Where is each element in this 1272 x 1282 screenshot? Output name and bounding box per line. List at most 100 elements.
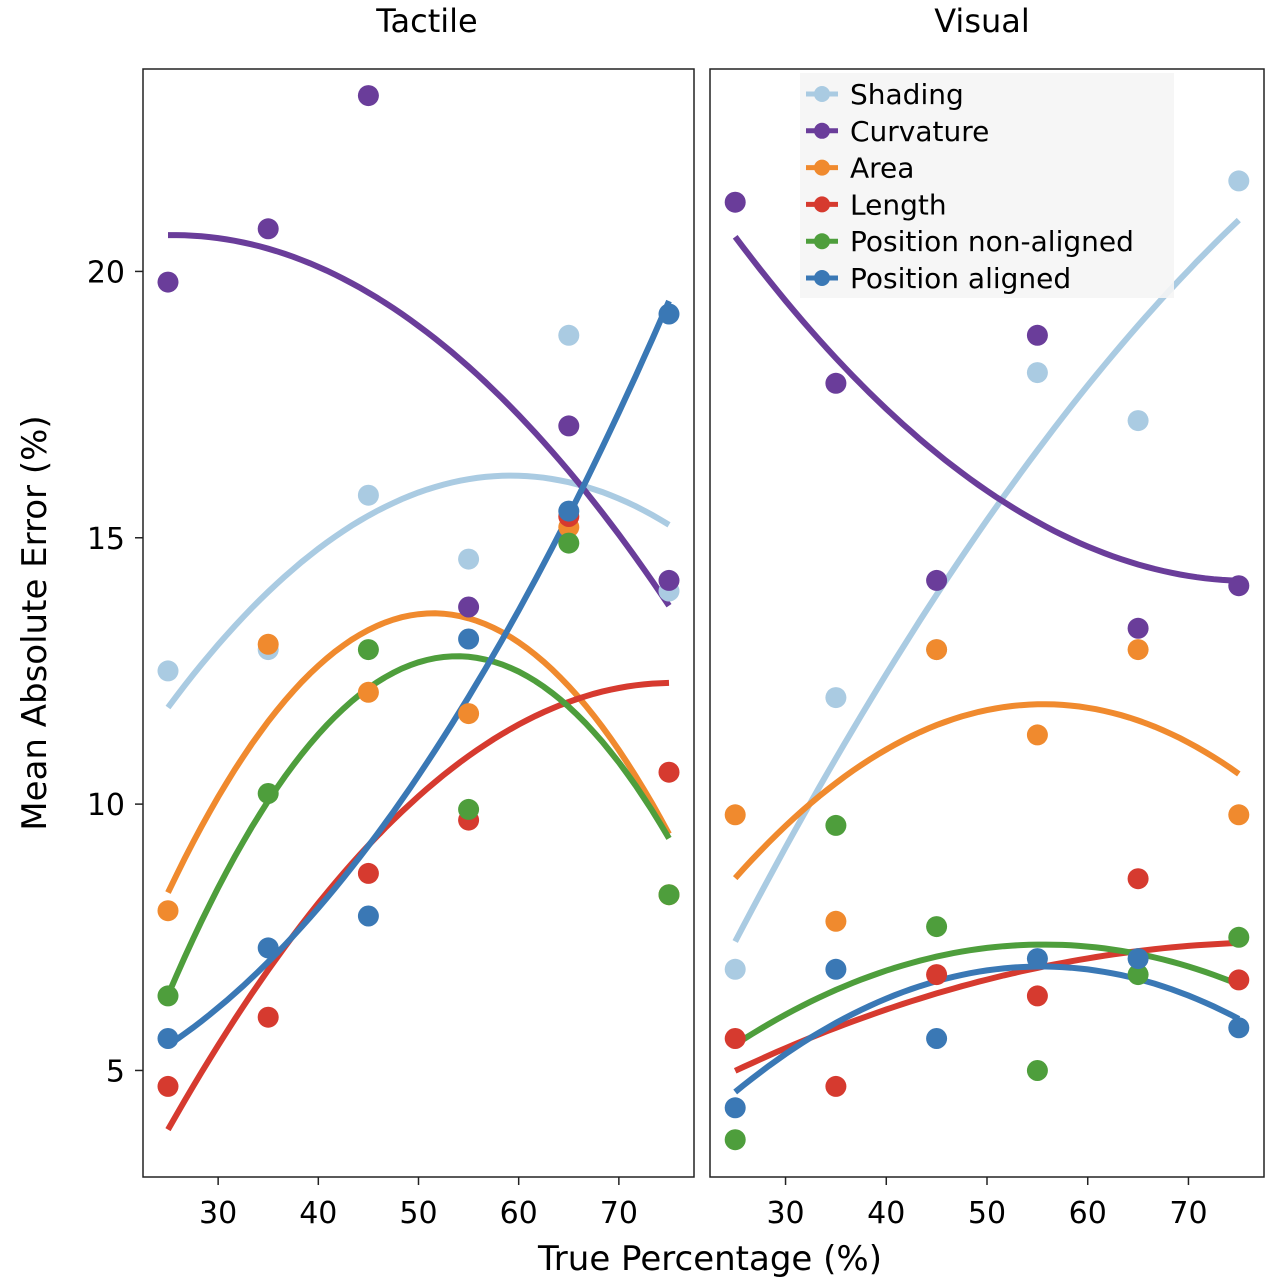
point-position-non-aligned xyxy=(724,1129,746,1151)
trend-line-curvature xyxy=(168,232,672,608)
point-position-aligned xyxy=(357,905,379,927)
axis-ticks: 30 40 50 60 70 xyxy=(766,1177,1208,1231)
trend-line-length xyxy=(165,679,670,1132)
trend-line-position-non-aligned xyxy=(733,941,1240,1048)
x-tick-label: 50 xyxy=(399,1196,437,1231)
point-area xyxy=(1228,804,1250,826)
point-position-non-aligned xyxy=(458,798,480,820)
point-shading xyxy=(1228,170,1250,192)
legend-swatch-dot xyxy=(814,122,830,139)
point-length xyxy=(658,761,680,783)
trend-line-curvature xyxy=(732,234,1239,584)
point-shading xyxy=(825,687,847,709)
legend-label-position-aligned: Position aligned xyxy=(850,262,1071,295)
point-position-aligned xyxy=(458,628,480,650)
point-length xyxy=(1127,868,1149,890)
y-tick-label: 10 xyxy=(87,788,125,823)
trend-line-position-aligned xyxy=(166,299,672,1048)
point-curvature xyxy=(926,569,948,591)
point-area xyxy=(257,633,279,655)
x-tick-label: 30 xyxy=(199,1196,237,1231)
point-position-non-aligned xyxy=(658,884,680,906)
y-axis-label: Mean Absolute Error (%) xyxy=(15,415,55,830)
x-tick-label: 40 xyxy=(867,1196,905,1231)
point-curvature xyxy=(1228,575,1250,597)
trend-line-shading xyxy=(165,472,671,710)
legend-swatch-dot xyxy=(814,196,830,213)
x-tick-label: 60 xyxy=(500,1196,538,1231)
point-area xyxy=(825,910,847,932)
point-length xyxy=(157,1075,179,1097)
point-area xyxy=(1127,639,1149,661)
point-curvature xyxy=(1127,617,1149,639)
point-curvature xyxy=(558,415,580,437)
point-shading xyxy=(724,958,746,980)
point-shading xyxy=(458,548,480,570)
y-tick-label: 20 xyxy=(87,255,125,290)
point-position-aligned xyxy=(1228,1017,1250,1039)
point-length xyxy=(257,1006,279,1028)
point-area xyxy=(1026,724,1048,746)
legend-box xyxy=(800,73,1174,298)
legend-label-shading: Shading xyxy=(850,78,964,111)
point-position-aligned xyxy=(157,1028,179,1049)
legend-label-position-non-aligned: Position non-aligned xyxy=(850,225,1134,258)
plot-frame xyxy=(142,68,695,1178)
point-shading xyxy=(357,484,379,506)
point-length xyxy=(1228,969,1250,991)
point-shading xyxy=(1026,362,1048,384)
legend-label-area: Area xyxy=(850,152,914,185)
panel-visual: Visual 30 40 50 60 70 xyxy=(709,2,1265,1231)
point-position-aligned xyxy=(1026,948,1048,970)
point-length xyxy=(724,1028,746,1049)
panel-title: Tactile xyxy=(375,2,477,40)
point-position-non-aligned xyxy=(825,814,847,836)
panel-title: Visual xyxy=(934,2,1030,40)
point-position-non-aligned xyxy=(257,783,279,804)
point-length xyxy=(926,964,948,986)
x-axis-label: True Percentage (%) xyxy=(537,1239,882,1279)
x-tick-label: 40 xyxy=(299,1196,337,1231)
point-length xyxy=(1026,985,1048,1007)
point-position-non-aligned xyxy=(157,985,179,1007)
legend-label-curvature: Curvature xyxy=(850,115,989,148)
x-tick-label: 50 xyxy=(968,1196,1006,1231)
legend-swatch-dot xyxy=(814,86,830,102)
legend-swatch-dot xyxy=(814,270,830,286)
point-position-aligned xyxy=(1127,948,1149,970)
legend-label-length: Length xyxy=(850,188,947,221)
panel-tactile: Tactile 30 40 50 60 70 5 10 15 20 xyxy=(87,2,695,1231)
point-position-non-aligned xyxy=(558,532,580,554)
point-area xyxy=(458,703,480,725)
point-position-non-aligned xyxy=(926,916,948,938)
point-position-aligned xyxy=(558,500,580,522)
legend-swatch-dot xyxy=(814,233,830,250)
point-position-aligned xyxy=(658,303,680,325)
point-position-aligned xyxy=(257,937,279,959)
point-length xyxy=(825,1075,847,1097)
point-area xyxy=(357,681,379,703)
point-shading xyxy=(558,324,580,346)
point-area xyxy=(724,804,746,826)
point-position-aligned xyxy=(724,1097,746,1119)
trend-line-position-aligned xyxy=(733,963,1241,1095)
trend-line-position-non-aligned xyxy=(165,653,672,997)
point-shading xyxy=(157,660,179,682)
point-position-non-aligned xyxy=(1127,964,1149,986)
trend-line-area xyxy=(732,701,1241,881)
x-tick-label: 70 xyxy=(600,1196,638,1231)
point-position-non-aligned xyxy=(357,639,379,661)
y-tick-label: 15 xyxy=(87,522,125,557)
trend-line-shading xyxy=(732,217,1241,943)
x-tick-label: 70 xyxy=(1169,1196,1207,1231)
point-curvature xyxy=(658,569,680,591)
point-position-aligned xyxy=(926,1028,948,1049)
point-area xyxy=(157,900,179,922)
point-position-non-aligned xyxy=(1026,1060,1048,1081)
trend-line-area xyxy=(165,610,672,894)
y-tick-label: 5 xyxy=(106,1054,125,1089)
legend-swatch-dot xyxy=(814,159,830,176)
point-curvature xyxy=(825,372,847,394)
